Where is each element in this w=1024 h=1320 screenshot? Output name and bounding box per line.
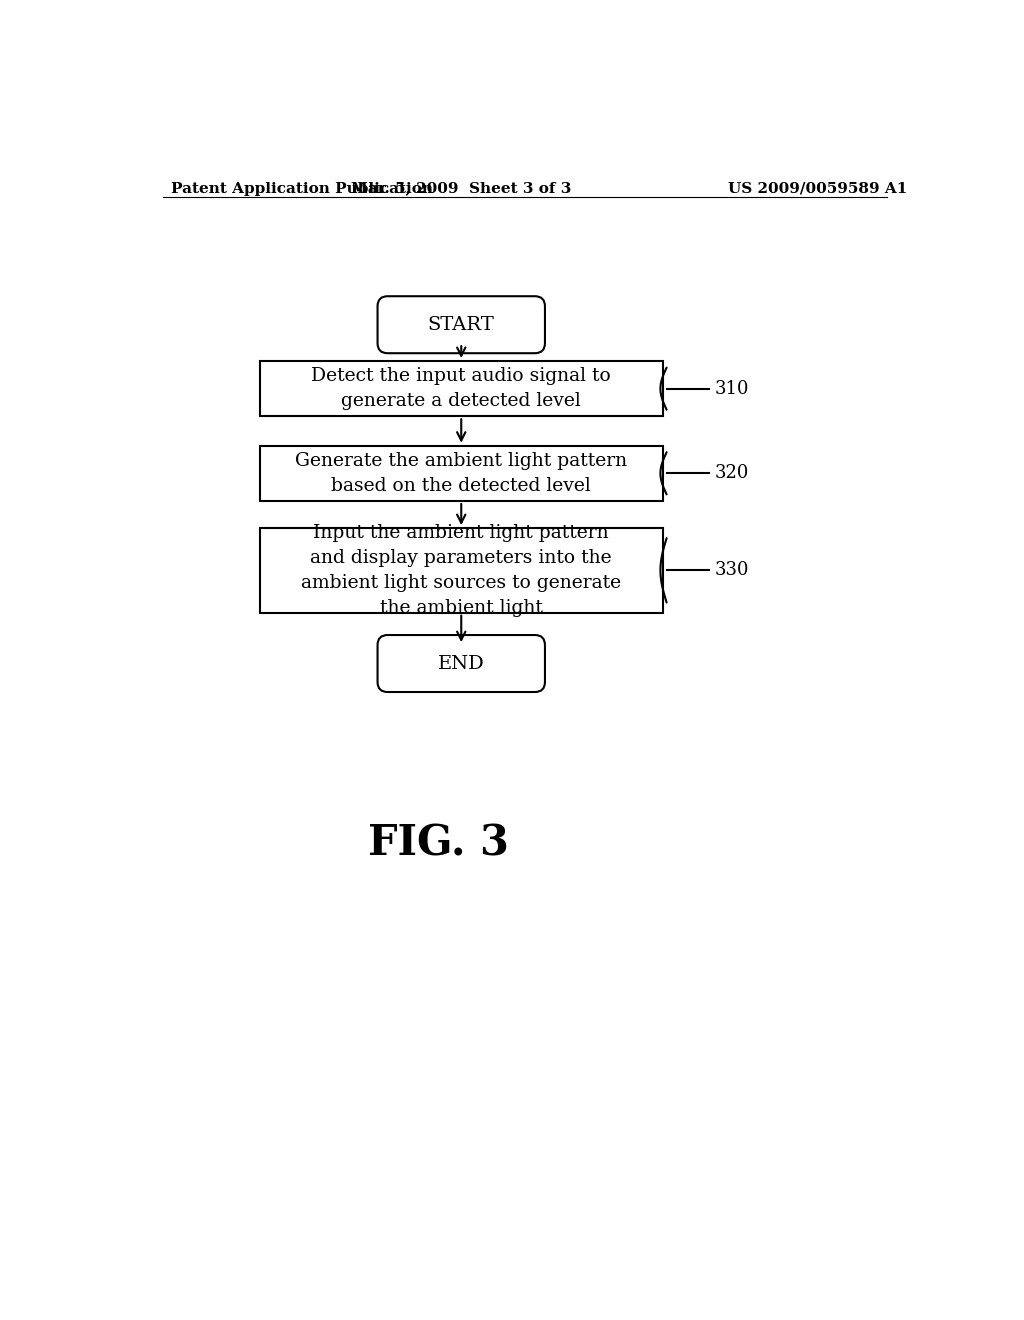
- Text: Patent Application Publication: Patent Application Publication: [171, 182, 432, 195]
- FancyBboxPatch shape: [260, 446, 663, 502]
- Text: 320: 320: [715, 465, 749, 482]
- Text: 310: 310: [715, 380, 750, 397]
- Text: FIG. 3: FIG. 3: [368, 822, 509, 865]
- Text: Input the ambient light pattern
and display parameters into the
ambient light so: Input the ambient light pattern and disp…: [301, 524, 622, 616]
- Text: Detect the input audio signal to
generate a detected level: Detect the input audio signal to generat…: [311, 367, 611, 411]
- FancyBboxPatch shape: [378, 635, 545, 692]
- FancyBboxPatch shape: [378, 296, 545, 354]
- FancyBboxPatch shape: [260, 528, 663, 612]
- Text: Mar. 5, 2009  Sheet 3 of 3: Mar. 5, 2009 Sheet 3 of 3: [351, 182, 571, 195]
- Text: Generate the ambient light pattern
based on the detected level: Generate the ambient light pattern based…: [295, 451, 628, 495]
- Text: 330: 330: [715, 561, 750, 579]
- Text: US 2009/0059589 A1: US 2009/0059589 A1: [728, 182, 907, 195]
- FancyBboxPatch shape: [260, 360, 663, 416]
- Text: START: START: [428, 315, 495, 334]
- Text: END: END: [438, 655, 484, 672]
